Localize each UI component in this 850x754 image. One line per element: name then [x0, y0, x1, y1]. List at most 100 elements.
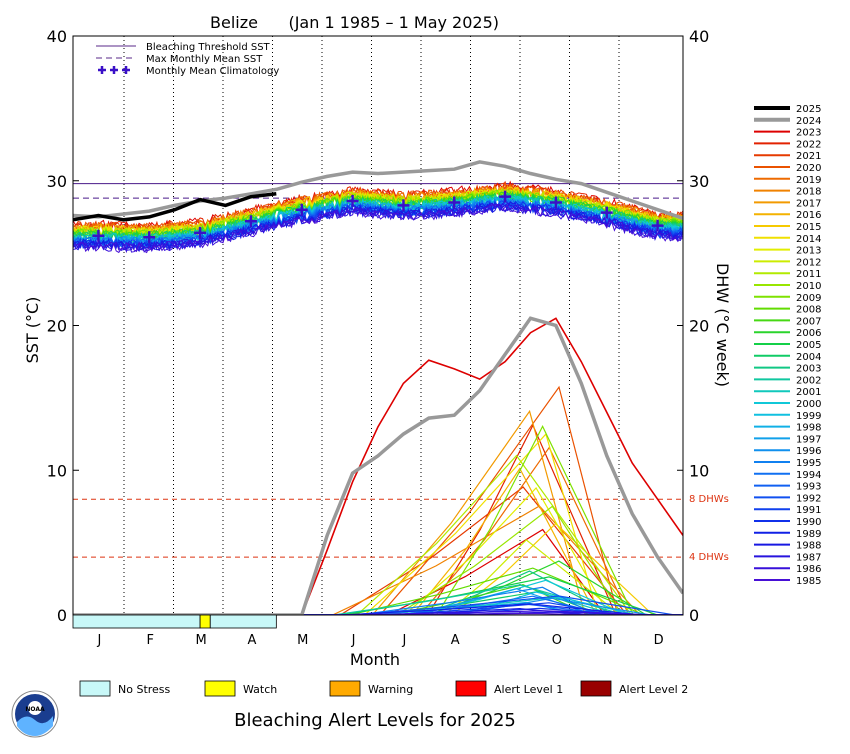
year-legend-label: 1998 — [796, 423, 821, 434]
dhw-year-line — [73, 425, 683, 615]
x-axis-label: Month — [350, 650, 400, 669]
alert-legend-label: Warning — [368, 683, 413, 696]
year-legend-label: 2007 — [796, 316, 821, 327]
climatology-marker — [448, 196, 461, 209]
month-label: J — [96, 633, 101, 648]
dhw-year-line — [73, 586, 683, 615]
dhw-year-line — [73, 454, 683, 615]
sst-year-line — [73, 203, 683, 254]
dhw-reference-label: 4 DHWs — [689, 552, 729, 563]
plot-background — [73, 36, 683, 615]
climatology-marker — [651, 219, 664, 232]
year-legend-label: 1992 — [796, 493, 821, 504]
year-legend-label: 2013 — [796, 246, 821, 257]
year-legend-label: 1994 — [796, 470, 821, 481]
dhw-year-line — [73, 602, 683, 615]
year-legend-label: 2015 — [796, 222, 821, 233]
year-legend-label: 1986 — [796, 564, 821, 575]
year-legend-label: 1990 — [796, 517, 821, 528]
year-legend-label: 2020 — [796, 163, 821, 174]
month-label: A — [451, 633, 460, 648]
year-legend-label: 1993 — [796, 482, 821, 493]
year-legend-label: 2022 — [796, 139, 821, 150]
year-legend-label: 2019 — [796, 175, 821, 186]
dhw-year-line — [73, 486, 683, 615]
climatology-marker — [92, 229, 105, 242]
dhw-reference-label: 8 DHWs — [689, 494, 729, 505]
year-legend-label: 2010 — [796, 281, 821, 292]
y-tick-label-left: 30 — [47, 172, 67, 191]
month-label: M — [297, 633, 308, 648]
dhw-year-line — [73, 611, 683, 615]
legend-climatology-label: Monthly Mean Climatology — [146, 66, 279, 77]
dhw-year-line — [73, 590, 683, 615]
dhw-year-line — [73, 539, 683, 615]
dhw-2024-line — [73, 316, 683, 615]
alert-legend-label: Alert Level 1 — [494, 683, 563, 696]
year-legend-label: 2002 — [796, 375, 821, 386]
y-tick-label-left: 40 — [47, 27, 67, 46]
alert-level-bar — [72, 614, 277, 629]
climatology-marker — [244, 215, 257, 228]
dhw-year-line — [73, 607, 683, 615]
year-legend-label: 1991 — [796, 505, 821, 516]
year-legend-label: 2014 — [796, 234, 821, 245]
climatology-marker — [600, 206, 613, 219]
sst-year-line — [73, 203, 683, 254]
alert-segment — [199, 614, 211, 629]
year-legend-label: 2001 — [796, 387, 821, 398]
y-tick-label-right: 30 — [689, 172, 709, 191]
top-legend: Bleaching Threshold SST Max Monthly Mean… — [96, 42, 279, 77]
month-label: F — [147, 633, 154, 648]
year-legend-label: 2000 — [796, 399, 821, 410]
dhw-year-line — [73, 612, 683, 615]
year-legend-label: 2004 — [796, 352, 821, 363]
month-label: N — [603, 633, 613, 648]
alert-legend-swatch — [204, 680, 236, 697]
year-legend-label: 1989 — [796, 529, 821, 540]
dhw-year-line — [73, 522, 683, 615]
alert-legend-label: No Stress — [118, 683, 171, 696]
chart-title: Belize (Jan 1 1985 – 1 May 2025) — [210, 13, 499, 32]
year-legend-label: 2024 — [796, 116, 821, 127]
dhw-year-line — [73, 595, 683, 615]
dhw-year-line — [73, 567, 683, 615]
dhw-year-line — [73, 560, 683, 615]
year-legend-label: 1997 — [796, 434, 821, 445]
year-legend-label: 2012 — [796, 257, 821, 268]
month-label: M — [195, 633, 206, 648]
dhw-year-line — [73, 467, 683, 615]
dhw-year-line — [73, 583, 683, 615]
year-legend-label: 2021 — [796, 151, 821, 162]
year-legend-label: 2018 — [796, 187, 821, 198]
legend-climatology-marker — [122, 66, 130, 74]
sst-year-line — [73, 198, 683, 249]
year-legend-label: 1988 — [796, 541, 821, 552]
year-legend-label: 2006 — [796, 328, 821, 339]
dhw-year-line — [73, 505, 683, 615]
year-legend-label: 2005 — [796, 340, 821, 351]
y-axis-label-right: DHW (°C week) — [713, 263, 732, 387]
dhw-year-line — [73, 595, 683, 615]
legend-mmm-label: Max Monthly Mean SST — [146, 54, 263, 65]
sst-2024-line — [73, 160, 683, 221]
year-legend-label: 2009 — [796, 293, 821, 304]
y-tick-label-right: 40 — [689, 27, 709, 46]
climatology-marker — [295, 203, 308, 216]
dhw-year-line — [73, 607, 683, 615]
month-label: D — [654, 633, 664, 648]
highlight-lines — [73, 160, 683, 615]
alert-legend-swatch — [79, 680, 111, 697]
dhw-year-line — [73, 596, 683, 615]
year-legend-label: 1987 — [796, 552, 821, 563]
year-legend-label: 2023 — [796, 128, 821, 139]
year-legend-label: 1995 — [796, 458, 821, 469]
month-label: O — [552, 633, 562, 648]
month-label: S — [502, 633, 510, 648]
year-legend: 2025202420232022202120202019201820172016… — [754, 104, 821, 587]
dhw-year-line — [73, 385, 683, 615]
dhw-year-line — [73, 584, 683, 615]
dhw-year-line — [73, 505, 683, 615]
